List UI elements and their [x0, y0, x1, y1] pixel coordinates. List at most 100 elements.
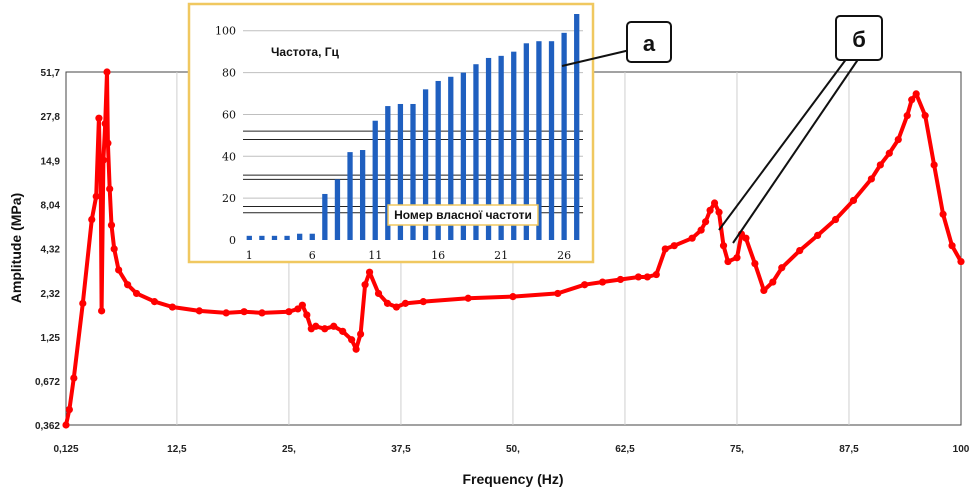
data-point: [616, 275, 625, 284]
y-tick-label: 0,362: [35, 421, 60, 432]
inset-bar: [309, 233, 315, 240]
data-point: [719, 242, 728, 250]
inset-bar: [359, 150, 366, 240]
data-point: [222, 309, 230, 317]
y-tick-label: 51,7: [41, 68, 61, 79]
inset-bar: [561, 32, 567, 241]
inset-bar: [511, 51, 517, 240]
x-tick-label: 25,: [282, 444, 296, 455]
data-point: [814, 231, 822, 240]
callout-a-box: [626, 21, 672, 63]
data-point: [88, 215, 96, 224]
data-point: [554, 289, 562, 298]
data-point: [352, 345, 360, 353]
y-tick-label: 14,9: [41, 157, 61, 168]
data-point: [124, 281, 132, 289]
data-point: [643, 273, 651, 281]
data-point: [104, 139, 112, 147]
data-point: [760, 286, 768, 295]
x-tick-label: 12,5: [167, 444, 187, 455]
data-point: [778, 264, 786, 272]
data-point: [392, 303, 401, 311]
x-tick-label: 62,5: [615, 444, 635, 455]
data-point: [867, 175, 875, 183]
data-point: [107, 221, 116, 229]
data-point: [348, 336, 356, 344]
x-tick-label: 50,: [506, 444, 520, 455]
data-point: [285, 308, 293, 316]
data-point: [464, 294, 472, 302]
inset-title: Частота, Гц: [271, 45, 340, 59]
inset-x-tick-label: 16: [431, 249, 445, 262]
data-point: [383, 299, 392, 307]
data-point: [697, 226, 705, 234]
data-point: [115, 266, 123, 274]
data-point: [97, 172, 105, 180]
inset-bar: [410, 103, 416, 241]
data-point: [303, 311, 311, 319]
data-point: [688, 234, 696, 242]
callout-b-label: б: [852, 27, 866, 52]
data-point: [103, 68, 111, 76]
x-tick-label: 0,125: [53, 444, 78, 455]
inset-y-tick-label: 20: [222, 192, 236, 205]
data-point: [401, 299, 410, 307]
data-point: [733, 254, 741, 262]
inset-y-tick-label: 40: [222, 150, 236, 163]
data-point: [79, 299, 87, 307]
inset-bar: [460, 72, 467, 240]
data-point: [948, 242, 956, 250]
inset-y-tick-label: 100: [215, 25, 236, 38]
inset-x-tick-label: 26: [557, 249, 571, 262]
data-point: [150, 298, 159, 306]
inset-bar: [574, 14, 580, 240]
data-point: [876, 161, 884, 169]
data-point: [258, 309, 266, 317]
data-point: [939, 210, 947, 218]
data-point: [894, 135, 902, 144]
y-axis-label: Amplitude (MPa): [8, 193, 24, 303]
inset-bar: [498, 55, 504, 240]
inset-bar: [448, 76, 454, 241]
data-point: [195, 307, 203, 315]
data-point: [62, 421, 70, 429]
inset-bar: [422, 89, 429, 240]
inset-bar: [435, 80, 441, 241]
inset-bar: [385, 106, 391, 241]
data-point: [769, 278, 777, 286]
data-point: [98, 307, 106, 315]
inset-x-axis-label-box: [387, 204, 539, 226]
data-point: [330, 322, 338, 330]
inset-x-tick-label: 11: [368, 249, 382, 262]
data-point: [106, 185, 114, 193]
data-point: [110, 245, 118, 253]
inset-bar: [372, 120, 378, 240]
inset-bar: [322, 193, 328, 240]
x-tick-label: 75,: [730, 444, 744, 455]
data-point: [742, 234, 750, 242]
callout-b-box: [835, 15, 883, 61]
inset-bar: [259, 235, 265, 240]
data-point: [652, 270, 660, 279]
data-point: [706, 206, 714, 214]
y-tick-label: 8,04: [41, 200, 61, 211]
data-point: [339, 327, 347, 335]
inset-x-axis-label: Номер власної частоти: [394, 208, 532, 222]
data-point: [921, 112, 929, 120]
y-tick-label: 1,25: [41, 333, 61, 344]
data-point: [930, 161, 938, 169]
data-point: [95, 114, 103, 122]
callout-b-leader: [718, 57, 848, 231]
data-point: [132, 289, 141, 298]
data-point: [661, 245, 669, 253]
data-point: [92, 192, 100, 200]
data-point: [598, 278, 607, 286]
data-point: [361, 281, 369, 289]
data-point: [634, 273, 642, 281]
data-point: [715, 208, 723, 216]
data-point: [298, 301, 306, 309]
inset-bar: [271, 235, 278, 240]
